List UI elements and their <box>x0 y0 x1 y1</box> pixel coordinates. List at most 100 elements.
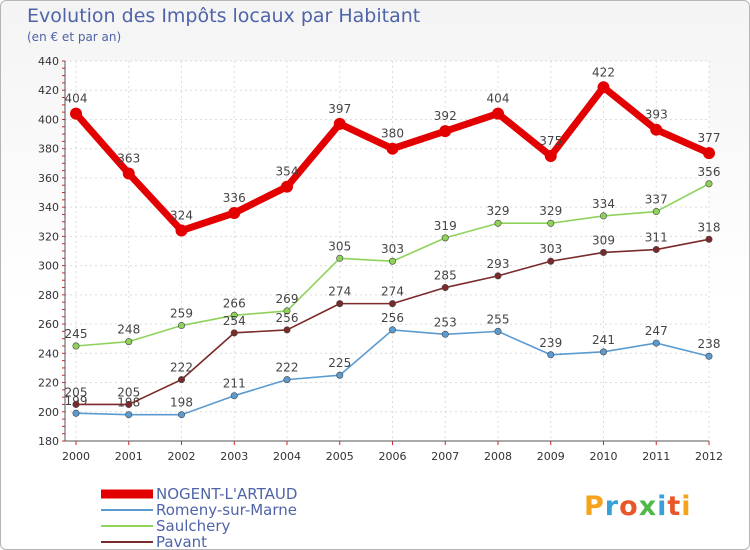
data-point <box>547 257 555 265</box>
y-tick-label: 320 <box>38 230 59 243</box>
y-tick-label: 300 <box>38 260 59 273</box>
y-tick-label: 340 <box>38 201 59 214</box>
legend-label: Pavant <box>156 533 208 550</box>
y-tick-label: 220 <box>38 377 59 390</box>
data-label: 274 <box>381 285 404 299</box>
data-point <box>72 342 80 350</box>
logo-letter: i <box>657 491 668 522</box>
legend-label: Romeny-sur-Marne <box>156 501 298 519</box>
data-label: 356 <box>698 165 721 179</box>
data-point <box>650 123 663 136</box>
data-point <box>175 224 188 237</box>
data-point <box>599 248 607 256</box>
data-point <box>70 107 82 120</box>
x-tick-label: 2008 <box>484 450 512 463</box>
line-chart: 180 200 220 240 260 280 300 320 340 360 380 400 420 4… <box>38 55 723 463</box>
x-tick-label: 2001 <box>115 450 143 463</box>
data-label: 256 <box>276 311 299 325</box>
data-point <box>333 117 346 130</box>
legend-label: NOGENT-L'ARTAUD <box>156 485 298 503</box>
data-point <box>547 351 555 359</box>
y-tick-label: 440 <box>38 55 59 68</box>
data-point <box>386 142 399 155</box>
y-tick-label: 180 <box>38 435 59 448</box>
data-point <box>705 352 713 360</box>
data-label: 422 <box>592 65 615 79</box>
legend-swatch <box>101 489 153 499</box>
x-tick-label: 2003 <box>220 450 248 463</box>
data-point <box>283 376 291 384</box>
data-point <box>72 400 80 408</box>
legend-label: Saulchery <box>156 517 231 535</box>
data-label: 303 <box>539 242 562 256</box>
data-label: 253 <box>434 315 457 329</box>
logo-letter: P <box>584 491 605 522</box>
data-point <box>388 326 396 334</box>
legend-swatch <box>101 541 153 543</box>
data-point <box>494 272 502 280</box>
data-point <box>703 147 715 160</box>
y-tick-label: 280 <box>38 289 59 302</box>
data-label: 337 <box>645 193 668 207</box>
data-point <box>705 180 713 188</box>
x-tick-label: 2007 <box>431 450 459 463</box>
data-point <box>547 219 555 227</box>
logo-letter: i <box>681 491 692 522</box>
data-label: 222 <box>170 361 193 375</box>
y-tick-label: 360 <box>38 172 59 185</box>
data-label: 363 <box>117 152 140 166</box>
data-point <box>230 392 238 400</box>
x-tick-label: 2000 <box>62 450 90 463</box>
data-label: 269 <box>276 292 299 306</box>
data-point <box>652 208 660 216</box>
y-tick-label: 260 <box>38 318 59 331</box>
data-label: 309 <box>592 233 615 247</box>
data-point <box>388 257 396 265</box>
data-label: 329 <box>487 204 510 218</box>
data-label: 241 <box>592 333 615 347</box>
data-point <box>178 411 186 419</box>
y-tick-label: 420 <box>38 84 59 97</box>
data-label: 334 <box>592 197 615 211</box>
data-label: 256 <box>381 311 404 325</box>
data-point <box>122 167 135 180</box>
x-tick-label: 2006 <box>379 450 407 463</box>
data-point <box>441 234 449 242</box>
data-point <box>494 219 502 227</box>
data-point <box>544 150 557 162</box>
data-label: 329 <box>539 204 562 218</box>
data-label: 336 <box>223 191 246 205</box>
data-label: 266 <box>223 296 246 310</box>
data-label: 222 <box>276 361 299 375</box>
data-point <box>336 300 344 308</box>
data-label: 404 <box>65 92 88 106</box>
y-tick-label: 380 <box>38 143 59 156</box>
data-label: 259 <box>170 307 193 321</box>
data-point <box>178 376 186 384</box>
logo-letter: r <box>604 491 620 522</box>
data-label: 377 <box>698 131 721 145</box>
data-label: 247 <box>645 324 668 338</box>
data-label: 239 <box>539 336 562 350</box>
x-tick-label: 2004 <box>273 450 301 463</box>
data-point <box>230 329 238 337</box>
data-point <box>125 338 133 346</box>
data-label: 205 <box>65 385 88 399</box>
data-point <box>599 212 607 220</box>
data-point <box>125 411 133 419</box>
data-point <box>652 339 660 347</box>
logo-letter: o <box>619 491 639 522</box>
data-point <box>388 300 396 308</box>
x-tick-label: 2011 <box>642 450 670 463</box>
logo-letter: x <box>638 491 658 522</box>
data-label: 211 <box>223 377 246 391</box>
legend-swatch <box>101 525 153 527</box>
data-label: 225 <box>328 356 351 370</box>
chart-title: Evolution des Impôts locaux par Habitant <box>27 5 421 27</box>
data-point <box>228 207 241 219</box>
data-label: 248 <box>117 323 140 337</box>
data-label: 198 <box>170 396 193 410</box>
data-label: 318 <box>698 220 721 234</box>
data-point <box>336 254 344 262</box>
y-tick-label: 200 <box>38 406 59 419</box>
